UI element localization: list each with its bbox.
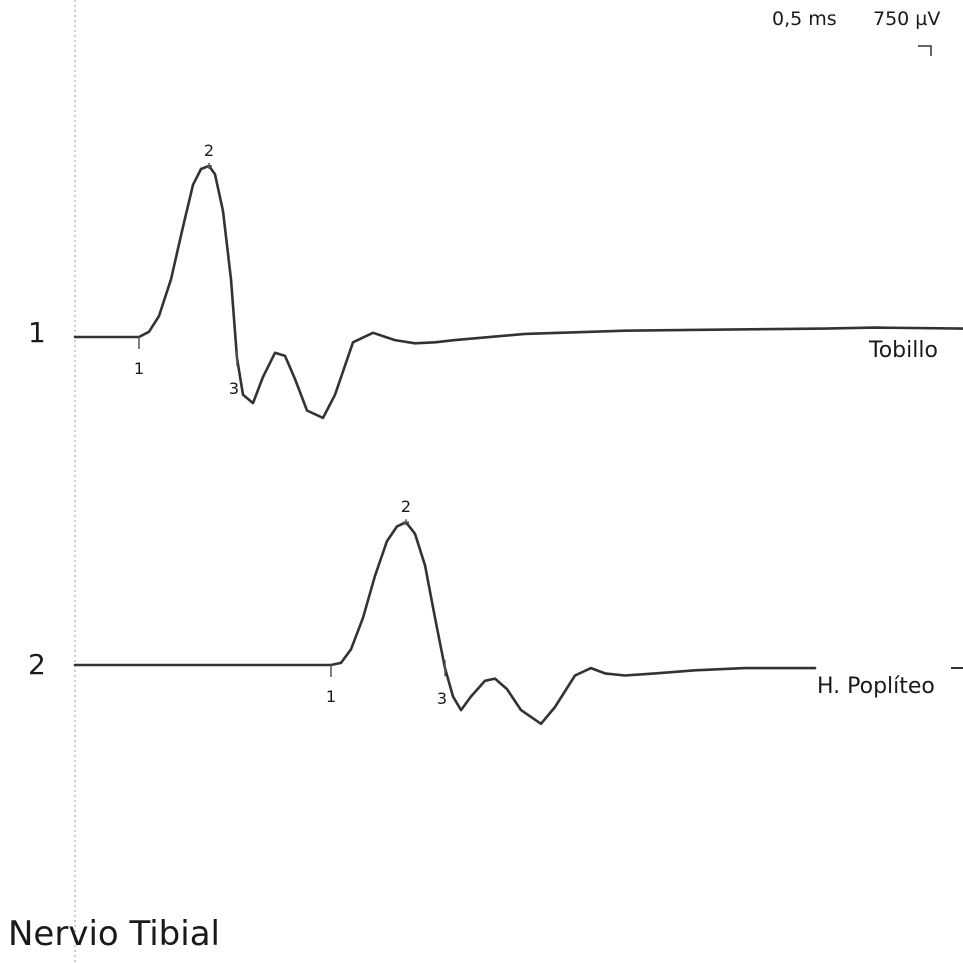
waveform-trace-2 xyxy=(73,520,817,726)
marker-label-2-3: 3 xyxy=(437,689,447,708)
marker-tick-1-2 xyxy=(206,162,212,169)
trace-number-2: 2 xyxy=(28,648,46,681)
nerve-title: Nervio Tibial xyxy=(8,914,220,954)
amplitude-scale-label: 750 µV xyxy=(873,8,941,30)
scale-bar xyxy=(918,45,932,56)
marker-label-1-1: 1 xyxy=(134,359,144,378)
marker-label-2-2: 2 xyxy=(401,497,411,516)
marker-label-1-2: 2 xyxy=(204,141,214,160)
traces-layer: 1 2 3 1 2 3 xyxy=(73,141,963,726)
marker-label-2-1: 1 xyxy=(326,687,336,706)
trace-site-label-1: Tobillo xyxy=(869,338,938,363)
waveform-trace-1 xyxy=(73,164,963,420)
trace-number-1: 1 xyxy=(28,316,46,349)
marker-tick-2-2 xyxy=(403,519,409,526)
time-scale-label: 0,5 ms xyxy=(772,8,837,30)
trace-site-label-2: H. Poplíteo xyxy=(817,674,935,699)
marker-label-1-3: 3 xyxy=(229,379,239,398)
